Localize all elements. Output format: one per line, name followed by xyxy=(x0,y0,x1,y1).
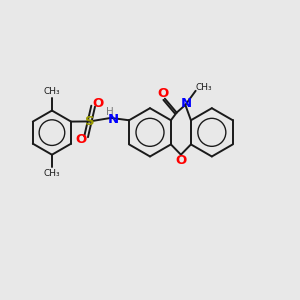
Text: S: S xyxy=(85,115,94,128)
Text: N: N xyxy=(180,97,191,110)
Text: O: O xyxy=(175,154,187,167)
Text: N: N xyxy=(108,112,119,126)
Text: CH₃: CH₃ xyxy=(44,87,60,96)
Text: O: O xyxy=(76,133,87,146)
Text: CH₃: CH₃ xyxy=(44,169,60,178)
Text: O: O xyxy=(157,87,168,100)
Text: O: O xyxy=(92,97,104,110)
Text: CH₃: CH₃ xyxy=(196,83,212,92)
Text: H: H xyxy=(106,107,114,117)
